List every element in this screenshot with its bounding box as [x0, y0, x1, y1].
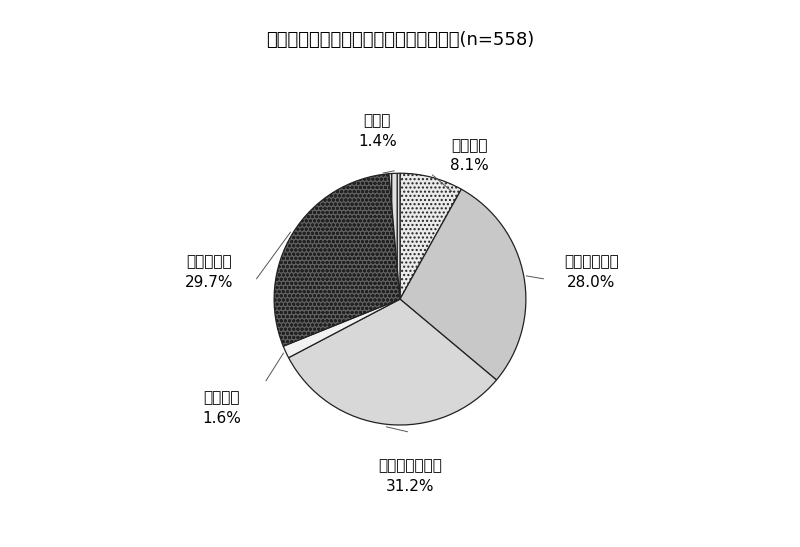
Text: 1.4%: 1.4% — [358, 134, 397, 149]
Text: 29.7%: 29.7% — [185, 275, 233, 290]
Text: わからない: わからない — [186, 254, 231, 269]
Title: パートタイマーの処遇改善に関する実感(n=558): パートタイマーの処遇改善に関する実感(n=558) — [266, 31, 534, 49]
Text: 少し改善した: 少し改善した — [564, 254, 618, 269]
Text: 悪化した: 悪化した — [203, 390, 239, 405]
Text: 31.2%: 31.2% — [386, 479, 434, 494]
Text: 28.0%: 28.0% — [567, 275, 615, 290]
Wedge shape — [400, 173, 462, 299]
Wedge shape — [283, 299, 400, 358]
Text: 無回答: 無回答 — [364, 113, 391, 128]
Text: 1.6%: 1.6% — [202, 411, 241, 426]
Text: 改善していない: 改善していない — [378, 458, 442, 473]
Wedge shape — [274, 174, 400, 346]
Text: 改善した: 改善した — [451, 138, 487, 153]
Wedge shape — [400, 189, 526, 380]
Text: 8.1%: 8.1% — [450, 158, 489, 173]
Wedge shape — [289, 299, 497, 425]
Wedge shape — [389, 173, 400, 299]
